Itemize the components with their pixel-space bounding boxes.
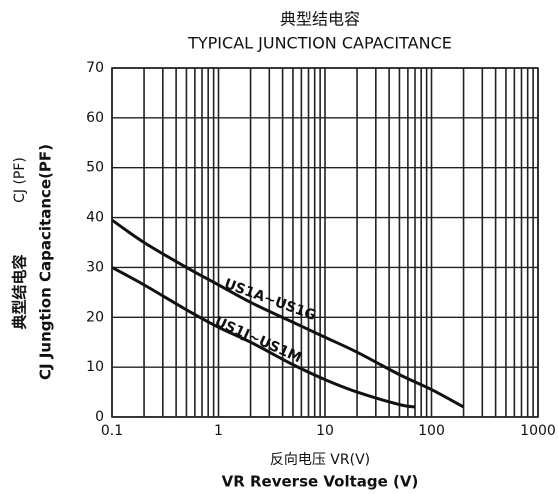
series-line xyxy=(111,218,465,409)
x-tick-label: 100 xyxy=(418,423,445,439)
y-tick-label: 50 xyxy=(86,160,104,176)
x-tick-label: 10 xyxy=(316,423,334,439)
chart-title: TYPICAL JUNCTION CAPACITANCE xyxy=(187,34,452,53)
y-axis-label-cn: 典型结电容 xyxy=(11,254,29,329)
x-tick-label: 1 xyxy=(214,423,223,439)
y-tick-label: 40 xyxy=(86,210,104,226)
y-tick-label: 70 xyxy=(86,60,104,76)
y-axis-label-top: CJ (PF) xyxy=(12,157,28,203)
y-tick-label: 10 xyxy=(86,359,104,375)
series-line xyxy=(111,266,416,409)
y-tick-label: 0 xyxy=(95,409,104,425)
x-axis-label-cn: 反向电压 VR(V) xyxy=(270,452,370,468)
plot-frame xyxy=(111,67,539,418)
y-tick-label: 20 xyxy=(86,309,104,325)
y-tick-label: 60 xyxy=(86,110,104,126)
y-tick-label: 30 xyxy=(86,259,104,275)
x-tick-label: 0.1 xyxy=(101,423,123,439)
chart-title-cn: 典型结电容 xyxy=(280,10,360,29)
y-axis-label: CJ Jungtion Capacitance(PF) xyxy=(37,144,55,380)
x-tick-label: 1000 xyxy=(520,423,556,439)
x-axis-label: VR Reverse Voltage (V) xyxy=(222,473,419,491)
